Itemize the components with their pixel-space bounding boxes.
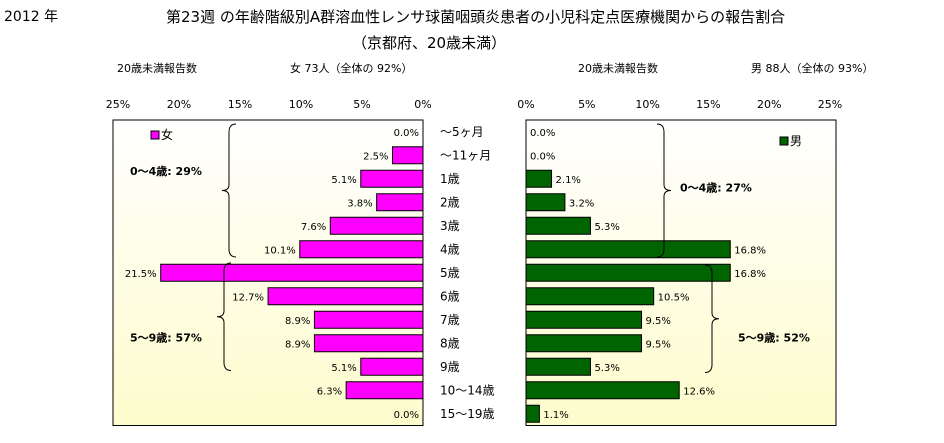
female-legend-swatch	[150, 130, 160, 140]
year-label: 2012 年	[4, 9, 59, 25]
female-data-label: 10.1%	[264, 245, 296, 256]
male-data-label: 9.5%	[646, 339, 671, 350]
female-bar	[313, 310, 424, 329]
category-label: 6歳	[440, 289, 460, 303]
female-bar	[299, 240, 424, 259]
male-x-tick-label: 20%	[757, 98, 781, 111]
female-data-label: 8.9%	[285, 339, 310, 350]
category-label: 4歳	[440, 242, 460, 256]
female-data-label: 5.1%	[331, 363, 356, 374]
female-data-label: 6.3%	[317, 386, 342, 397]
male-bar	[525, 263, 731, 282]
female-legend-label: 女	[161, 127, 173, 142]
male-bar	[525, 310, 643, 329]
male-bar	[525, 240, 731, 259]
male-data-label: 10.5%	[658, 292, 690, 303]
female-x-tick-label: 15%	[228, 98, 252, 111]
male-x-tick-label: 15%	[696, 98, 720, 111]
chart-title: 第23週 の年齢階級別A群溶血性レンサ球菌咽頭炎患者の小児科定点医療機関からの報…	[166, 8, 786, 26]
chart-subtitle: （京都府、20歳未満）	[352, 34, 507, 52]
category-label: ～5ヶ月	[440, 125, 484, 139]
male-data-label: 0.0%	[530, 151, 555, 162]
male-data-label: 5.3%	[594, 222, 619, 233]
category-label: 8歳	[440, 336, 460, 350]
female-data-label: 7.6%	[301, 222, 326, 233]
male-bar	[525, 216, 591, 235]
category-label: 1歳	[440, 172, 460, 186]
male-annotation-0-4: 0～4歳: 27%	[680, 181, 752, 195]
male-bar	[525, 381, 680, 400]
male-legend-label: 男	[790, 134, 802, 148]
female-bar	[160, 263, 424, 282]
female-header-label: 20歳未満報告数	[117, 62, 197, 75]
male-x-tick-label: 5%	[578, 98, 595, 111]
male-x-tick-label: 0%	[517, 98, 534, 111]
male-x-tick-label: 10%	[635, 98, 659, 111]
male-bar	[525, 169, 553, 188]
male-data-label: 12.6%	[683, 386, 715, 397]
female-x-tick-label: 0%	[414, 98, 431, 111]
female-bar	[360, 357, 424, 376]
female-brace-0-4	[221, 123, 237, 258]
male-data-label: 2.1%	[556, 175, 581, 186]
female-annotation-0-4: 0～4歳: 29%	[130, 164, 202, 178]
female-bar	[392, 146, 424, 165]
category-label: 5歳	[440, 266, 460, 280]
female-data-label: 5.1%	[331, 175, 356, 186]
male-bar	[525, 193, 566, 212]
male-data-label: 1.1%	[543, 410, 568, 421]
female-data-label: 8.9%	[285, 316, 310, 327]
category-label: 7歳	[440, 313, 460, 327]
female-data-label: 12.7%	[232, 292, 264, 303]
female-data-label: 2.5%	[363, 151, 388, 162]
male-data-label: 5.3%	[594, 363, 619, 374]
category-label: 9歳	[440, 360, 460, 374]
female-x-tick-label: 20%	[167, 98, 191, 111]
male-data-label: 9.5%	[646, 316, 671, 327]
category-label: 2歳	[440, 195, 460, 209]
female-x-tick-label: 10%	[289, 98, 313, 111]
female-data-label: 21.5%	[125, 269, 157, 280]
male-bar	[525, 287, 655, 306]
male-data-label: 16.8%	[734, 269, 766, 280]
female-brace-5-9	[216, 262, 232, 371]
female-header-count: 女 73人（全体の 92%）	[290, 62, 413, 75]
female-bar	[313, 334, 424, 353]
female-bar	[376, 193, 424, 212]
male-bar	[525, 334, 643, 353]
female-bar	[345, 381, 424, 400]
category-label: 10～14歳	[440, 383, 495, 397]
male-brace-5-9	[704, 264, 720, 373]
male-header-label: 20歳未満報告数	[578, 62, 658, 75]
female-data-label: 0.0%	[394, 128, 419, 139]
female-annotation-5-9: 5～9歳: 57%	[130, 331, 202, 345]
male-bar	[525, 357, 591, 376]
category-label: 3歳	[440, 219, 460, 233]
male-data-label: 16.8%	[734, 245, 766, 256]
category-label: ～11ヶ月	[440, 148, 491, 162]
male-legend-swatch	[779, 136, 789, 146]
male-x-tick-label: 25%	[818, 98, 842, 111]
male-annotation-5-9: 5～9歳: 52%	[738, 331, 810, 345]
female-x-tick-label: 5%	[353, 98, 370, 111]
female-data-label: 0.0%	[394, 410, 419, 421]
female-data-label: 3.8%	[347, 198, 372, 209]
male-brace-0-4	[656, 123, 672, 258]
male-data-label: 0.0%	[530, 128, 555, 139]
male-header-count: 男 88人（全体の 93%）	[751, 62, 874, 75]
female-bar	[360, 169, 424, 188]
female-bar	[267, 287, 424, 306]
male-bar	[525, 404, 540, 423]
female-x-tick-label: 25%	[106, 98, 130, 111]
female-bar	[329, 216, 424, 235]
category-label: 15～19歳	[440, 407, 495, 421]
male-data-label: 3.2%	[569, 198, 594, 209]
